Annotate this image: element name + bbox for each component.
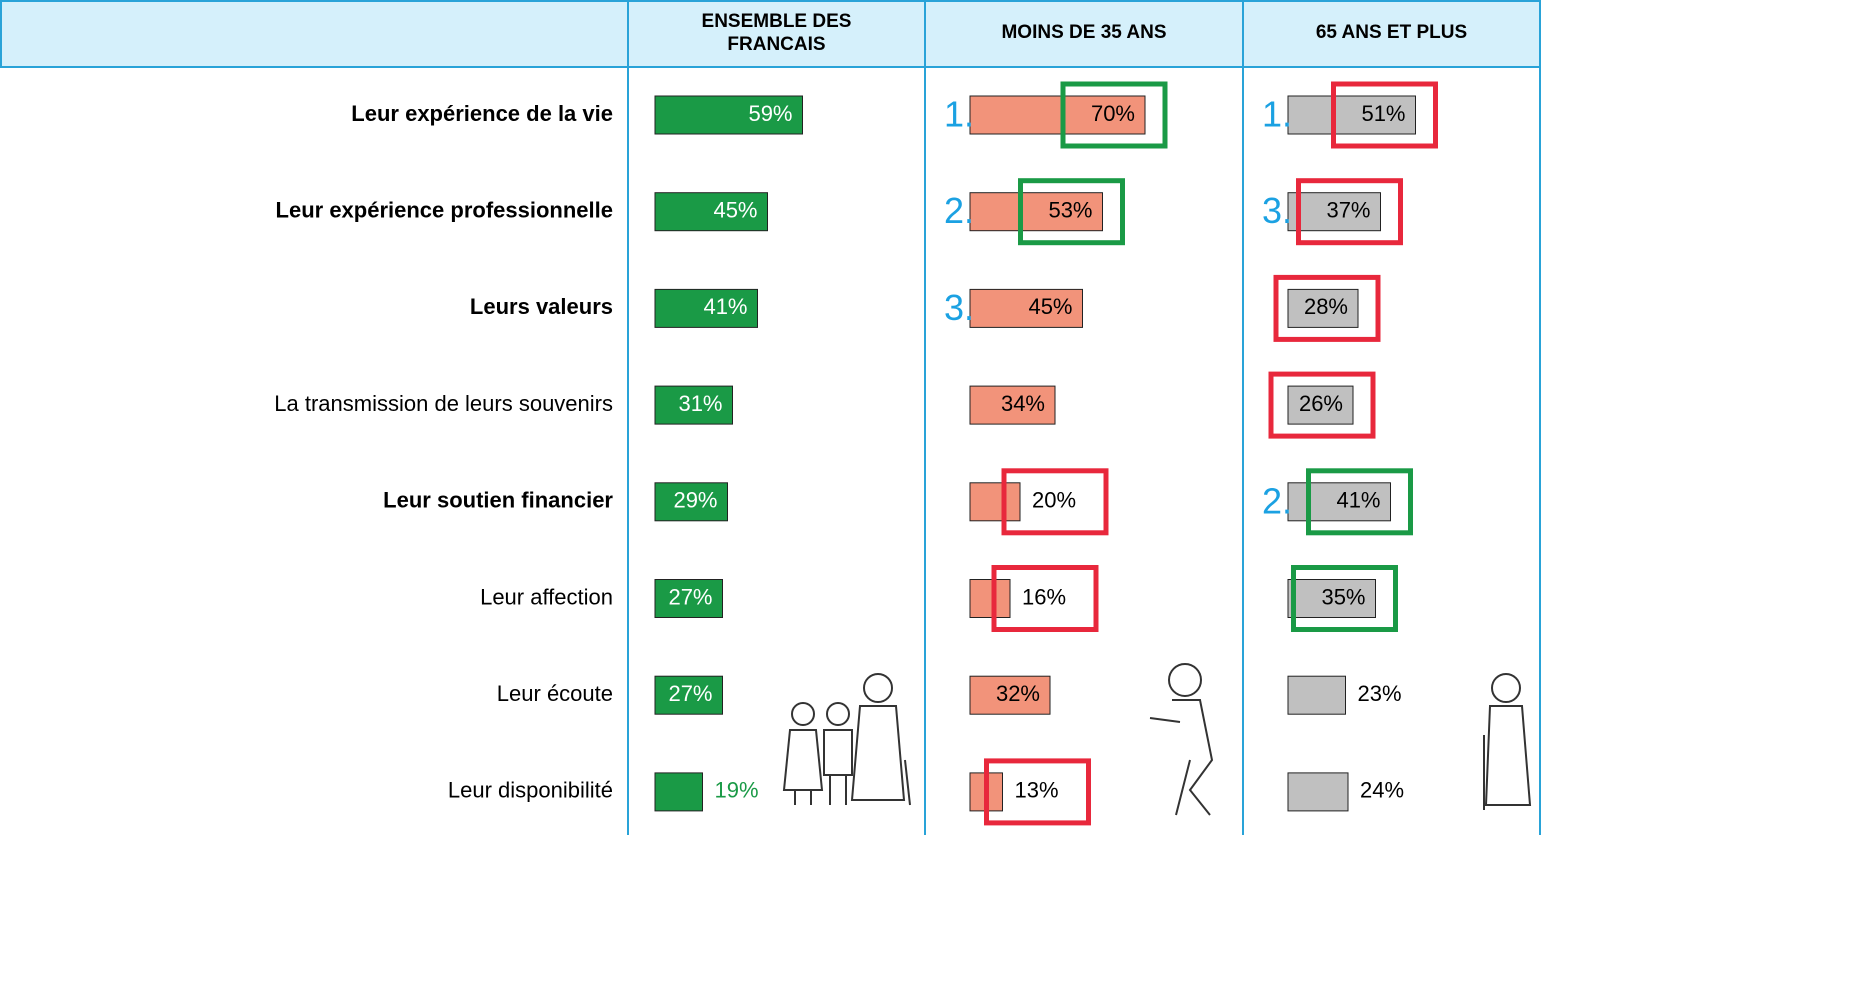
value-label: 28% <box>1304 294 1348 319</box>
category-label: Leur expérience de la vie <box>351 101 613 126</box>
value-label: 23% <box>1358 681 1402 706</box>
value-label: 27% <box>668 584 712 609</box>
page: ENSEMBLE DES FRANCAISMOINS DE 35 ANS65 A… <box>0 0 1849 985</box>
rank: 2. <box>944 190 974 231</box>
value-label: 27% <box>668 681 712 706</box>
value-label: 35% <box>1321 584 1365 609</box>
value-label: 45% <box>1028 294 1072 319</box>
chart: ENSEMBLE DES FRANCAISMOINS DE 35 ANS65 A… <box>0 0 1849 985</box>
column-header: ENSEMBLE DES FRANCAIS <box>628 0 925 67</box>
category-label: Leur disponibilité <box>448 778 613 803</box>
illustrations <box>784 664 1530 815</box>
value-label: 29% <box>673 488 717 513</box>
bar <box>655 773 703 811</box>
rank: 3. <box>944 287 974 328</box>
value-label: 41% <box>1336 488 1380 513</box>
header-cell: 65 ANS ET PLUS <box>1243 0 1540 67</box>
rank: 3. <box>1262 190 1292 231</box>
value-label: 41% <box>703 294 747 319</box>
header-cell: MOINS DE 35 ANS <box>925 0 1243 67</box>
value-label: 32% <box>996 681 1040 706</box>
value-label: 31% <box>678 391 722 416</box>
category-label: Leurs valeurs <box>470 294 613 319</box>
value-label: 37% <box>1326 198 1370 223</box>
value-label: 59% <box>748 101 792 126</box>
value-label: 20% <box>1032 488 1076 513</box>
bar <box>970 483 1020 521</box>
rank: 1. <box>1262 94 1292 135</box>
value-label: 16% <box>1022 584 1066 609</box>
header-cell: ENSEMBLE DES FRANCAIS <box>628 0 925 67</box>
value-label: 70% <box>1091 101 1135 126</box>
bar <box>1288 773 1348 811</box>
value-label: 51% <box>1361 101 1405 126</box>
value-label: 34% <box>1001 391 1045 416</box>
category-label: Leur écoute <box>497 681 613 706</box>
rank: 1. <box>944 94 974 135</box>
value-label: 45% <box>713 198 757 223</box>
value-label: 53% <box>1048 198 1092 223</box>
rank: 2. <box>1262 480 1292 521</box>
category-label: La transmission de leurs souvenirs <box>274 391 613 416</box>
bar <box>1288 676 1346 714</box>
category-label: Leur expérience professionnelle <box>276 198 613 223</box>
category-label: Leur soutien financier <box>383 488 613 513</box>
value-label: 19% <box>715 778 759 803</box>
column-header: MOINS DE 35 ANS <box>925 0 1243 67</box>
column-header: 65 ANS ET PLUS <box>1243 0 1540 67</box>
bar <box>970 580 1010 618</box>
value-label: 24% <box>1360 778 1404 803</box>
value-label: 13% <box>1015 778 1059 803</box>
value-label: 26% <box>1299 391 1343 416</box>
category-label: Leur affection <box>480 584 613 609</box>
